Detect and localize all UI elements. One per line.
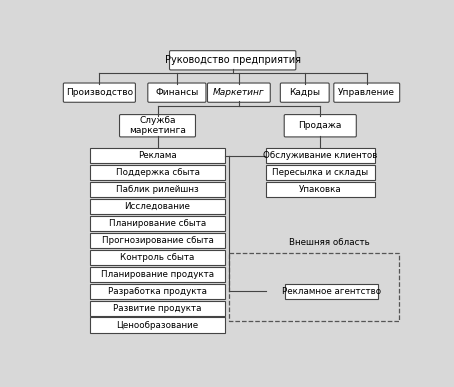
Text: Поддержка сбыта: Поддержка сбыта xyxy=(115,168,199,177)
FancyBboxPatch shape xyxy=(266,165,375,180)
Text: Пересылка и склады: Пересылка и склады xyxy=(272,168,368,177)
FancyBboxPatch shape xyxy=(266,182,375,197)
Text: Кадры: Кадры xyxy=(289,88,320,97)
Bar xyxy=(229,253,400,320)
FancyBboxPatch shape xyxy=(266,148,375,163)
FancyBboxPatch shape xyxy=(90,284,225,299)
Text: Ценообразование: Ценообразование xyxy=(116,321,198,330)
FancyBboxPatch shape xyxy=(64,83,135,102)
FancyBboxPatch shape xyxy=(119,115,196,137)
FancyBboxPatch shape xyxy=(148,83,206,102)
Text: Планирование сбыта: Планирование сбыта xyxy=(109,219,206,228)
FancyBboxPatch shape xyxy=(284,115,356,137)
FancyBboxPatch shape xyxy=(334,83,400,102)
Text: Управление: Управление xyxy=(338,88,395,97)
FancyBboxPatch shape xyxy=(207,83,270,102)
FancyBboxPatch shape xyxy=(90,199,225,214)
Text: Маркетинг: Маркетинг xyxy=(213,88,265,97)
Text: Служба
маркетинга: Служба маркетинга xyxy=(129,116,186,135)
Text: Прогнозирование сбыта: Прогнозирование сбыта xyxy=(102,236,213,245)
FancyBboxPatch shape xyxy=(90,250,225,265)
Text: Упаковка: Упаковка xyxy=(299,185,341,194)
FancyBboxPatch shape xyxy=(286,284,378,299)
FancyBboxPatch shape xyxy=(90,216,225,231)
FancyBboxPatch shape xyxy=(90,165,225,180)
Text: Рекламное агентство: Рекламное агентство xyxy=(282,287,381,296)
Text: Производство: Производство xyxy=(66,88,133,97)
Text: Разработка продукта: Разработка продукта xyxy=(108,287,207,296)
FancyBboxPatch shape xyxy=(90,317,225,333)
FancyBboxPatch shape xyxy=(90,182,225,197)
Text: Внешняя область: Внешняя область xyxy=(289,238,370,247)
Text: Руководство предприятия: Руководство предприятия xyxy=(165,55,301,65)
FancyBboxPatch shape xyxy=(90,148,225,163)
FancyBboxPatch shape xyxy=(280,83,329,102)
FancyBboxPatch shape xyxy=(90,233,225,248)
FancyBboxPatch shape xyxy=(90,267,225,282)
Text: Планирование продукта: Планирование продукта xyxy=(101,270,214,279)
FancyBboxPatch shape xyxy=(169,51,296,70)
Text: Финансы: Финансы xyxy=(155,88,198,97)
Text: Обслуживание клиентов: Обслуживание клиентов xyxy=(263,151,377,160)
Text: Продажа: Продажа xyxy=(299,121,342,130)
FancyBboxPatch shape xyxy=(90,301,225,316)
Text: Исследование: Исследование xyxy=(124,202,190,211)
Text: Паблик рилейшнз: Паблик рилейшнз xyxy=(116,185,199,194)
Text: Развитие продукта: Развитие продукта xyxy=(113,304,202,313)
Text: Контроль сбыта: Контроль сбыта xyxy=(120,253,195,262)
Text: Реклама: Реклама xyxy=(138,151,177,160)
